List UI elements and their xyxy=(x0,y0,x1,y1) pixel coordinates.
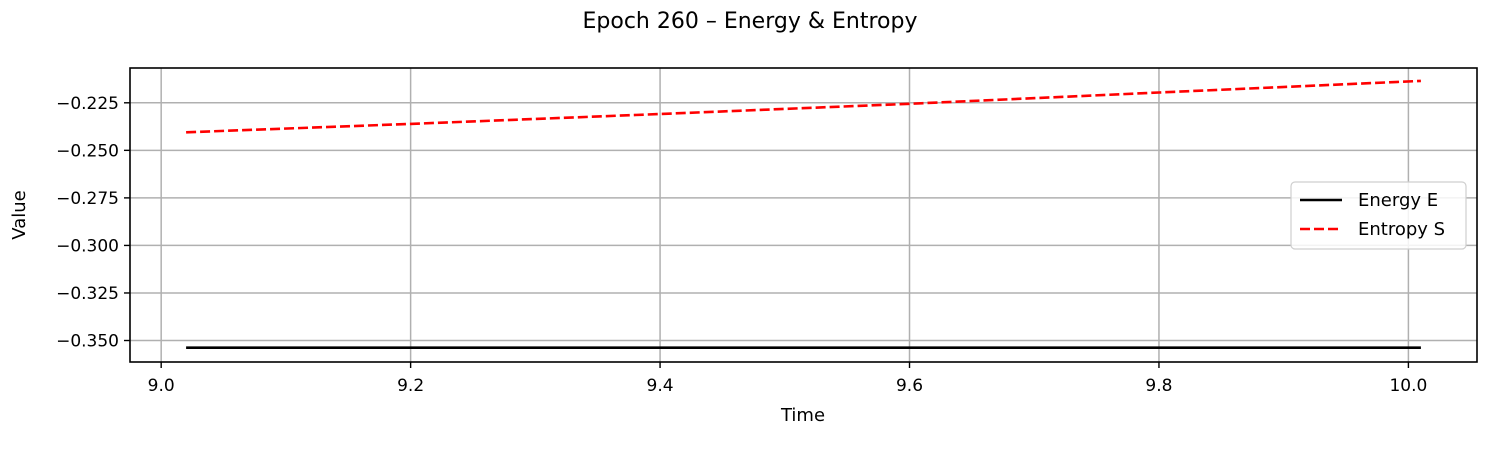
grid-lines xyxy=(130,68,1477,362)
x-tick-label: 9.0 xyxy=(148,376,175,396)
x-tick-label: 9.4 xyxy=(647,376,674,396)
x-axis-label: Time xyxy=(780,405,825,426)
plot-frame xyxy=(129,67,1478,363)
series-line-entropy-s xyxy=(186,79,1421,134)
y-axis-ticks: −0.225 −0.250 −0.275 −0.300 −0.325 −0.350 xyxy=(56,94,130,352)
y-tick-label: −0.350 xyxy=(56,332,119,352)
x-tick-label: 9.2 xyxy=(397,376,424,396)
y-tick-label: −0.325 xyxy=(56,284,119,304)
series-lines xyxy=(186,79,1421,350)
y-tick-label: −0.225 xyxy=(56,94,119,114)
x-tick-label: 10.0 xyxy=(1389,376,1427,396)
legend-label: Entropy S xyxy=(1358,219,1445,240)
legend: Energy E Entropy S xyxy=(1290,181,1467,250)
y-tick-label: −0.250 xyxy=(56,141,119,161)
chart-title: Epoch 260 – Energy & Entropy xyxy=(583,9,918,34)
x-tick-label: 9.6 xyxy=(896,376,923,396)
x-axis-ticks: 9.0 9.2 9.4 9.6 9.8 10.0 xyxy=(148,362,1427,396)
y-axis-label: Value xyxy=(9,190,30,239)
y-tick-label: −0.300 xyxy=(56,236,119,256)
x-tick-label: 9.8 xyxy=(1145,376,1172,396)
legend-label: Energy E xyxy=(1358,190,1438,211)
y-tick-label: −0.275 xyxy=(56,189,119,209)
